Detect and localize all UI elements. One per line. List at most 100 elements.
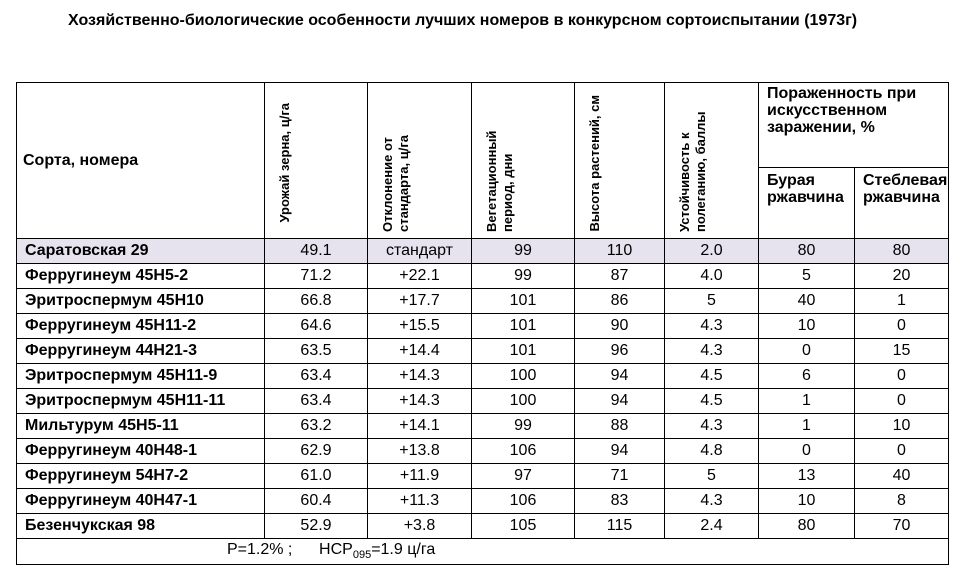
cell-yield: 60.4: [264, 488, 368, 514]
cell-lodging: 4.5: [664, 388, 759, 414]
cell-lodging: 2.0: [664, 238, 759, 264]
cell-brown: 40: [758, 288, 855, 314]
cell-vegetation: 105: [471, 513, 575, 539]
cell-yield: 63.5: [264, 338, 368, 364]
cell-yield: 63.4: [264, 363, 368, 389]
cell-height: 94: [574, 363, 665, 389]
cell-name: Ферругинеум 45Н5-2: [16, 263, 265, 289]
cell-brown: 1: [758, 388, 855, 414]
cell-name: Ферругинеум 40Н47-1: [16, 488, 265, 514]
cell-stem: 0: [854, 388, 949, 414]
cell-vegetation: 101: [471, 338, 575, 364]
cell-stem: 80: [854, 238, 949, 264]
header-vegetation: Вегетационный период, дни: [471, 82, 575, 239]
cell-height: 87: [574, 263, 665, 289]
cell-vegetation: 100: [471, 363, 575, 389]
cell-yield: 61.0: [264, 463, 368, 489]
cell-deviation: +14.3: [367, 388, 472, 414]
table-row: Эритроспермум 45Н11-9 63.4 +14.3 100 94 4.5 6 0: [16, 363, 949, 389]
header-yield: Урожай зерна, ц/га: [264, 82, 368, 239]
header-name: Сорта, номера: [16, 82, 265, 239]
cell-yield: 62.9: [264, 438, 368, 464]
footer-row: P=1.2% ; НСР095=1.9 ц/га: [16, 538, 949, 565]
header-row: Сорта, номера Урожай зерна, ц/га Отклоне…: [16, 82, 949, 239]
cell-lodging: 2.4: [664, 513, 759, 539]
header-lodging: Устойчивость к полеганию, баллы: [664, 82, 759, 239]
cell-brown: 6: [758, 363, 855, 389]
cell-stem: 0: [854, 313, 949, 339]
header-brown-rust: Бурая ржавчина: [758, 167, 855, 239]
cell-deviation: стандарт: [367, 238, 472, 264]
cell-stem: 0: [854, 438, 949, 464]
cell-stem: 20: [854, 263, 949, 289]
cell-deviation: +11.9: [367, 463, 472, 489]
cell-deviation: +15.5: [367, 313, 472, 339]
hcp-label: НСР: [319, 541, 353, 559]
table-row: Саратовская 29 49.1 стандарт 99 110 2.0 80 80: [16, 238, 949, 264]
footer-stats: P=1.2% ; НСР095=1.9 ц/га: [16, 538, 949, 565]
cell-deviation: +14.1: [367, 413, 472, 439]
cell-lodging: 4.5: [664, 363, 759, 389]
cell-yield: 71.2: [264, 263, 368, 289]
cell-stem: 15: [854, 338, 949, 364]
cell-yield: 63.4: [264, 388, 368, 414]
cell-vegetation: 99: [471, 238, 575, 264]
cell-deviation: +14.4: [367, 338, 472, 364]
table-title: Хозяйственно-биологические особенности л…: [68, 12, 858, 29]
cell-brown: 0: [758, 338, 855, 364]
header-deviation: Отклонение от стандарта, ц/га: [367, 82, 472, 239]
cell-vegetation: 106: [471, 438, 575, 464]
cell-height: 94: [574, 438, 665, 464]
cell-height: 90: [574, 313, 665, 339]
cell-height: 83: [574, 488, 665, 514]
cell-brown: 5: [758, 263, 855, 289]
cell-deviation: +13.8: [367, 438, 472, 464]
cell-lodging: 4.3: [664, 338, 759, 364]
cell-name: Ферругинеум 54Н7-2: [16, 463, 265, 489]
cell-vegetation: 101: [471, 313, 575, 339]
cell-brown: 80: [758, 513, 855, 539]
cell-name: Эритроспермум 45Н10: [16, 288, 265, 314]
cell-stem: 10: [854, 413, 949, 439]
header-height: Высота растений, см: [574, 82, 665, 239]
cell-brown: 13: [758, 463, 855, 489]
cell-name: Ферругинеум 45Н11-2: [16, 313, 265, 339]
cell-name: Мильтурум 45Н5-11: [16, 413, 265, 439]
cell-height: 88: [574, 413, 665, 439]
table-row: Ферругинеум 40Н47-1 60.4 +11.3 106 83 4.3 10 8: [16, 488, 949, 514]
table-row: Мильтурум 45Н5-11 63.2 +14.1 99 88 4.3 1 10: [16, 413, 949, 439]
table-row: Ферругинеум 45Н11-2 64.6 +15.5 101 90 4.3 10 0: [16, 313, 949, 339]
data-table: Сорта, номера Урожай зерна, ц/га Отклоне…: [16, 82, 949, 565]
cell-lodging: 4.3: [664, 313, 759, 339]
cell-yield: 64.6: [264, 313, 368, 339]
cell-brown: 10: [758, 488, 855, 514]
hcp-subscript: 095: [352, 549, 372, 562]
cell-name: Ферругинеум 40Н48-1: [16, 438, 265, 464]
cell-height: 110: [574, 238, 665, 264]
cell-vegetation: 100: [471, 388, 575, 414]
cell-brown: 1: [758, 413, 855, 439]
table-row: Эритроспермум 45Н11-11 63.4 +14.3 100 94 4.5 1…: [16, 388, 949, 414]
cell-stem: 40: [854, 463, 949, 489]
cell-height: 96: [574, 338, 665, 364]
cell-yield: 63.2: [264, 413, 368, 439]
cell-name: Ферругинеум 44Н21-3: [16, 338, 265, 364]
cell-stem: 0: [854, 363, 949, 389]
cell-name: Саратовская 29: [16, 238, 265, 264]
cell-lodging: 5: [664, 463, 759, 489]
cell-deviation: +3.8: [367, 513, 472, 539]
table-row: Ферругинеум 44Н21-3 63.5 +14.4 101 96 4.3 0 15: [16, 338, 949, 364]
table-row: Безенчукская 98 52.9 +3.8 105 115 2.4 80 70: [16, 513, 949, 539]
table-row: Эритроспермум 45Н10 66.8 +17.7 101 86 5 40 1: [16, 288, 949, 314]
cell-vegetation: 106: [471, 488, 575, 514]
cell-deviation: +17.7: [367, 288, 472, 314]
cell-lodging: 4.3: [664, 413, 759, 439]
hcp-value: =1.9 ц/га: [371, 541, 436, 559]
header-stem-rust: Стеблевая ржавчина: [854, 167, 949, 239]
cell-brown: 80: [758, 238, 855, 264]
cell-deviation: +22.1: [367, 263, 472, 289]
cell-vegetation: 99: [471, 413, 575, 439]
cell-lodging: 4.3: [664, 488, 759, 514]
cell-lodging: 5: [664, 288, 759, 314]
cell-vegetation: 97: [471, 463, 575, 489]
